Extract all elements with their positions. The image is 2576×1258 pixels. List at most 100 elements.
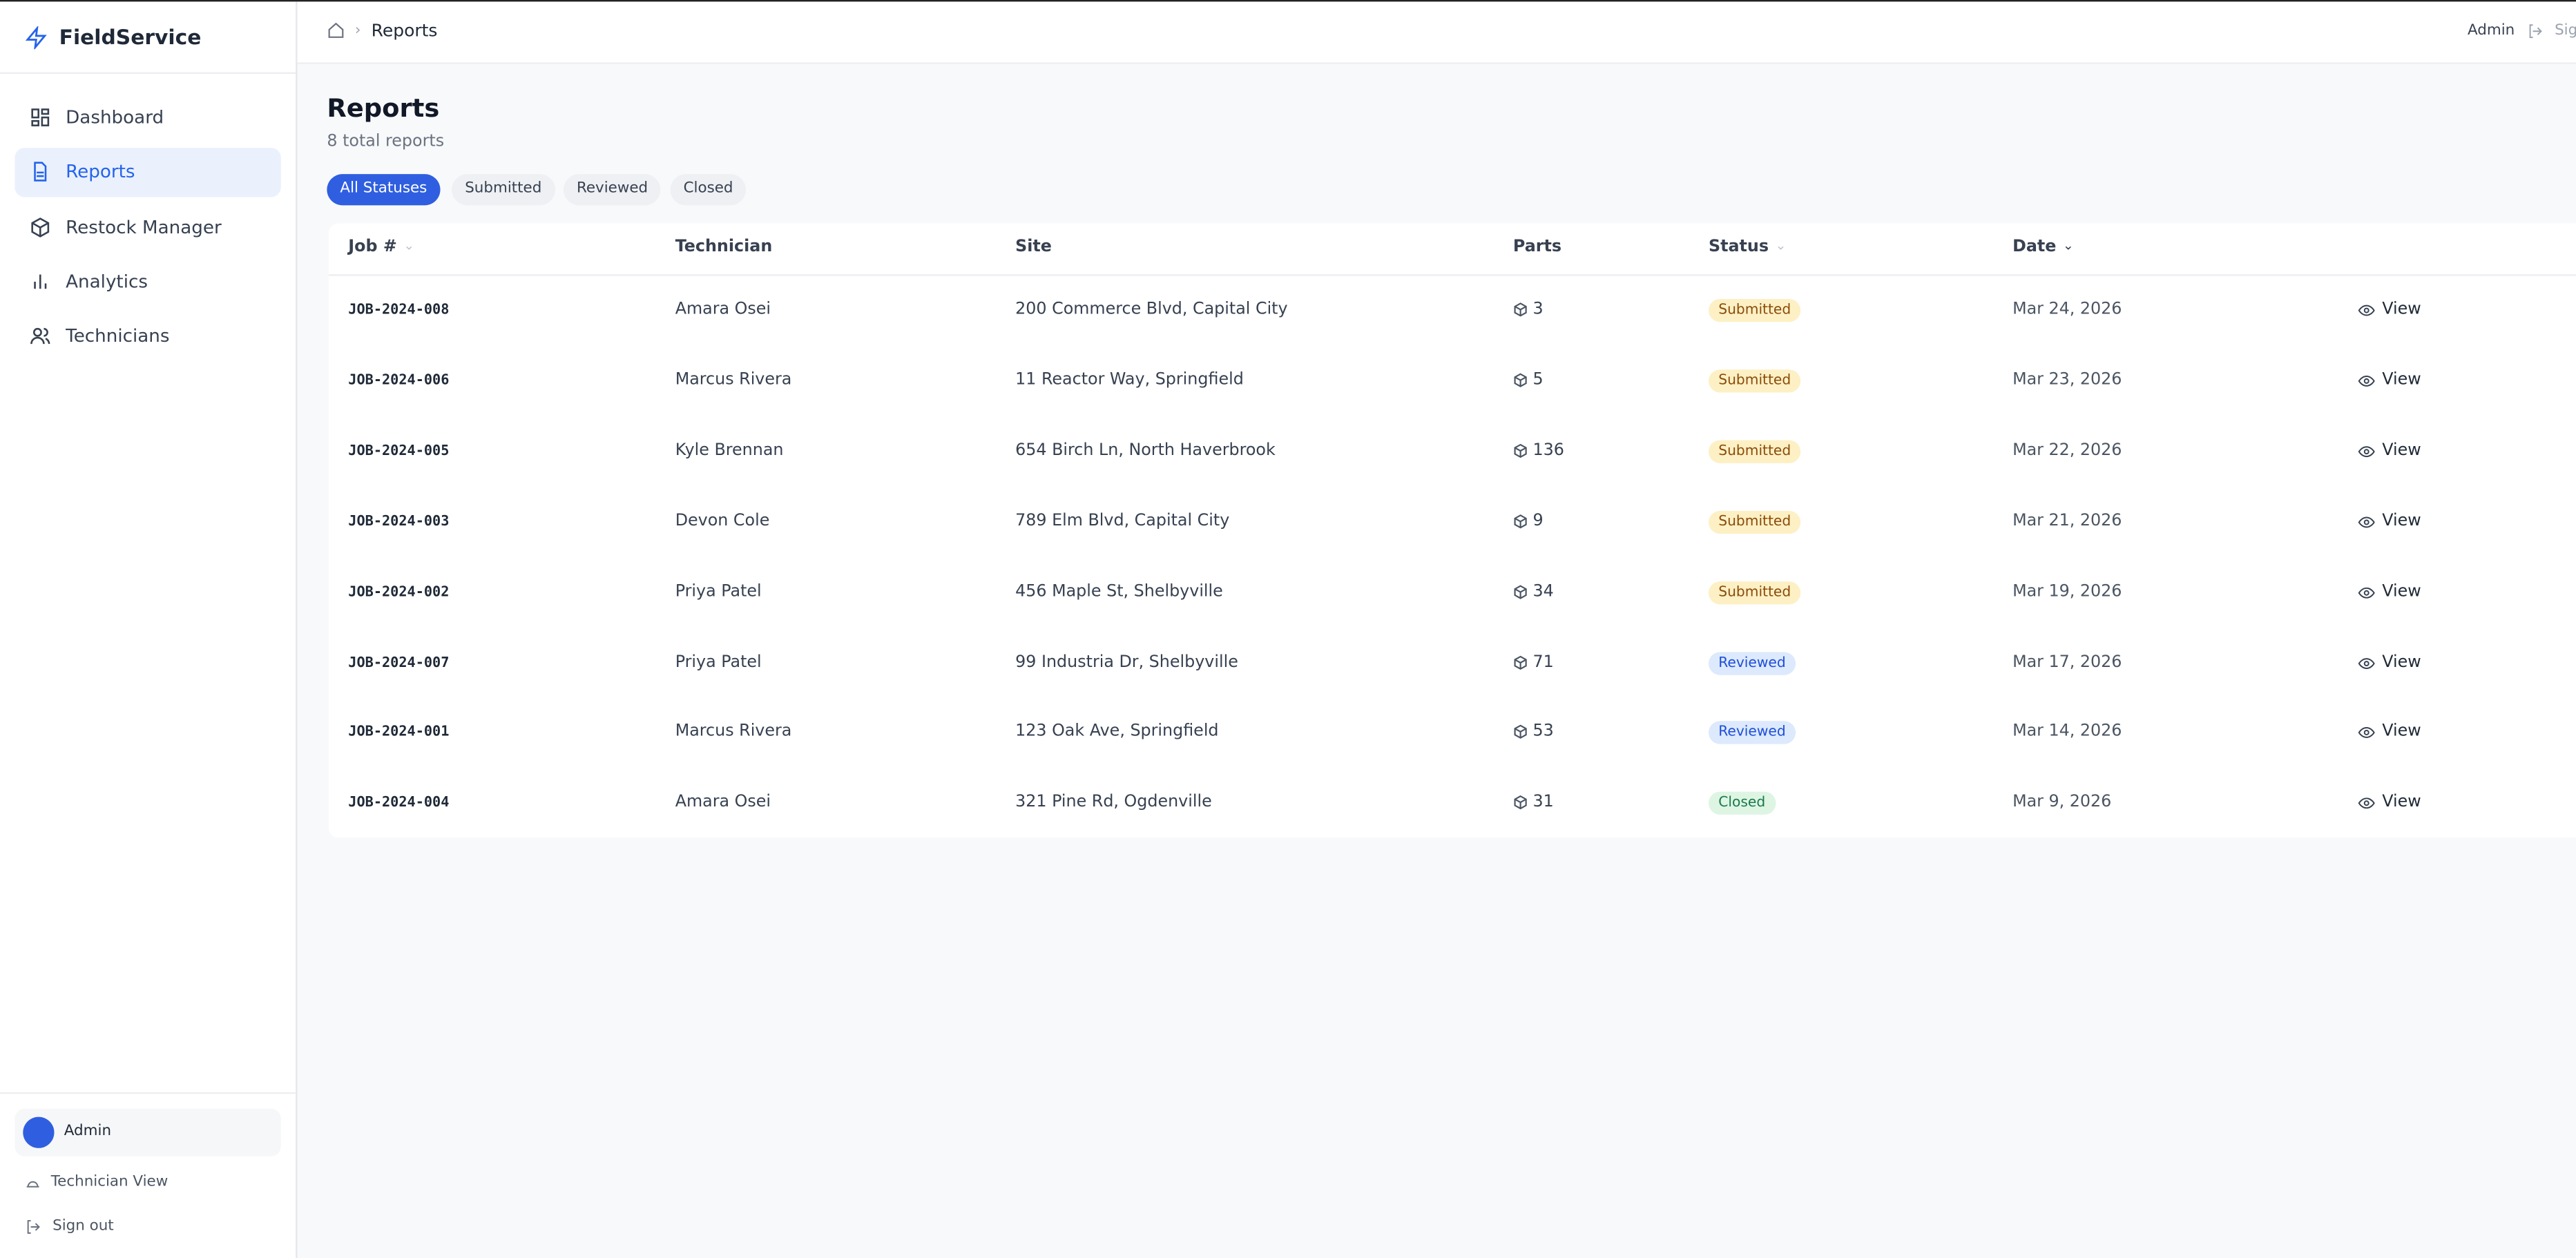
avatar [23, 1117, 54, 1148]
breadcrumb: Reports [372, 21, 438, 41]
view-button[interactable]: View [2382, 653, 2421, 671]
filter-pill[interactable]: Submitted [452, 174, 555, 205]
view-button[interactable]: View [2382, 371, 2421, 389]
technician-view[interactable]: Technician View [51, 1174, 168, 1191]
job-number[interactable]: JOB-2024-002 [348, 584, 449, 601]
column-header[interactable]: Status⌄ [1709, 238, 1769, 256]
view-button[interactable]: View [2382, 583, 2421, 601]
column-header[interactable]: Job #⌄ [348, 238, 396, 256]
parts-count: 34 [1532, 583, 1553, 601]
brand: FieldService [59, 25, 202, 50]
parts-icon [1513, 655, 1528, 675]
sign-out[interactable]: Sign out [52, 1219, 114, 1235]
job-number[interactable]: JOB-2024-006 [348, 373, 449, 389]
status-badge: Submitted [1709, 299, 1801, 322]
parts-count: 71 [1532, 653, 1553, 671]
divider [0, 1092, 296, 1094]
column-header[interactable]: Date⌄ [2012, 238, 2056, 256]
parts-count: 5 [1532, 371, 1543, 389]
nav-label: Technicians [66, 325, 169, 347]
date: Mar 19, 2026 [2012, 583, 2122, 601]
technician: Amara Osei [675, 300, 771, 318]
sort-caret: ⌄ [1776, 238, 1787, 253]
nav-label: Analytics [66, 271, 148, 292]
nav-item[interactable]: Analytics [15, 258, 280, 307]
column-header[interactable]: Technician [675, 238, 773, 256]
nav-item[interactable]: Dashboard [15, 94, 280, 143]
view-button[interactable]: View [2382, 794, 2421, 812]
parts-icon [1513, 302, 1528, 322]
site: 456 Maple St, Shelbyville [1015, 583, 1223, 601]
nav-item[interactable]: Reports [15, 148, 280, 197]
job-number[interactable]: JOB-2024-008 [348, 302, 449, 319]
nav-label: Dashboard [66, 107, 164, 128]
signout-icon [25, 1219, 41, 1235]
brand-icon [25, 26, 48, 49]
view-icon [2358, 373, 2376, 394]
technician: Devon Cole [675, 512, 770, 530]
status-badge: Submitted [1709, 369, 1801, 392]
technician: Priya Patel [675, 653, 762, 671]
column-header[interactable]: Parts [1513, 238, 1561, 256]
status-badge: Reviewed [1709, 651, 1796, 674]
nav-item[interactable]: Technicians [15, 312, 280, 361]
date: Mar 9, 2026 [2012, 794, 2111, 812]
status-badge: Submitted [1709, 440, 1801, 463]
tech-icon [25, 1174, 41, 1191]
nav-icon [30, 216, 51, 238]
user-card[interactable]: Admin [15, 1109, 280, 1157]
date: Mar 23, 2026 [2012, 371, 2122, 389]
filter-pill[interactable]: Closed [671, 174, 747, 205]
job-number[interactable]: JOB-2024-007 [348, 655, 449, 671]
site: 789 Elm Blvd, Capital City [1015, 512, 1229, 530]
parts-icon [1513, 584, 1528, 604]
parts-count: 53 [1532, 724, 1553, 742]
nav-icon [30, 107, 51, 128]
parts-count: 3 [1532, 300, 1543, 318]
home-icon[interactable] [327, 21, 345, 39]
job-number[interactable]: JOB-2024-005 [348, 443, 449, 460]
user-name: Admin [64, 1123, 111, 1140]
status-badge: Reviewed [1709, 722, 1796, 744]
top-user: Admin [2468, 23, 2515, 39]
date: Mar 17, 2026 [2012, 653, 2122, 671]
date: Mar 24, 2026 [2012, 300, 2122, 318]
technician: Marcus Rivera [675, 371, 792, 389]
job-number[interactable]: JOB-2024-003 [348, 514, 449, 530]
view-icon [2358, 655, 2376, 676]
reports-table: Job #⌄ Technician Site Parts Status⌄ Date⌄ JOB… [329, 224, 2576, 838]
site: 321 Pine Rd, Ogdenville [1015, 794, 1212, 812]
job-number[interactable]: JOB-2024-004 [348, 795, 449, 812]
status-badge: Submitted [1709, 581, 1801, 603]
parts-count: 9 [1532, 512, 1543, 530]
date: Mar 21, 2026 [2012, 512, 2122, 530]
view-button[interactable]: View [2382, 300, 2421, 318]
view-button[interactable]: View [2382, 724, 2421, 742]
view-button[interactable]: View [2382, 441, 2421, 459]
sidebar: FieldService Admin Technician View Sign … [0, 1, 298, 1258]
divider [0, 72, 296, 74]
nav-item[interactable]: Restock Manager [15, 203, 280, 252]
column-header[interactable]: Site [1015, 238, 1052, 256]
technician: Amara Osei [675, 794, 771, 812]
filter-pill[interactable]: Reviewed [564, 174, 661, 205]
view-icon [2358, 514, 2376, 535]
filter-pill[interactable]: All Statuses [327, 174, 440, 205]
nav-label: Restock Manager [66, 216, 222, 238]
page-subtitle: 8 total reports [327, 133, 444, 151]
nav-icon [30, 271, 51, 292]
top-sign-out[interactable]: Sign out [2555, 23, 2576, 39]
job-number[interactable]: JOB-2024-001 [348, 725, 449, 742]
view-icon [2358, 584, 2376, 606]
site: 654 Birch Ln, North Haverbrook [1015, 441, 1276, 459]
view-button[interactable]: View [2382, 512, 2421, 530]
breadcrumb-sep: › [355, 23, 361, 39]
sort-caret: ⌄ [403, 238, 414, 253]
view-icon [2358, 795, 2376, 817]
top-signout-icon [2527, 23, 2544, 39]
site: 123 Oak Ave, Springfield [1015, 724, 1218, 742]
nav-icon [30, 162, 51, 183]
